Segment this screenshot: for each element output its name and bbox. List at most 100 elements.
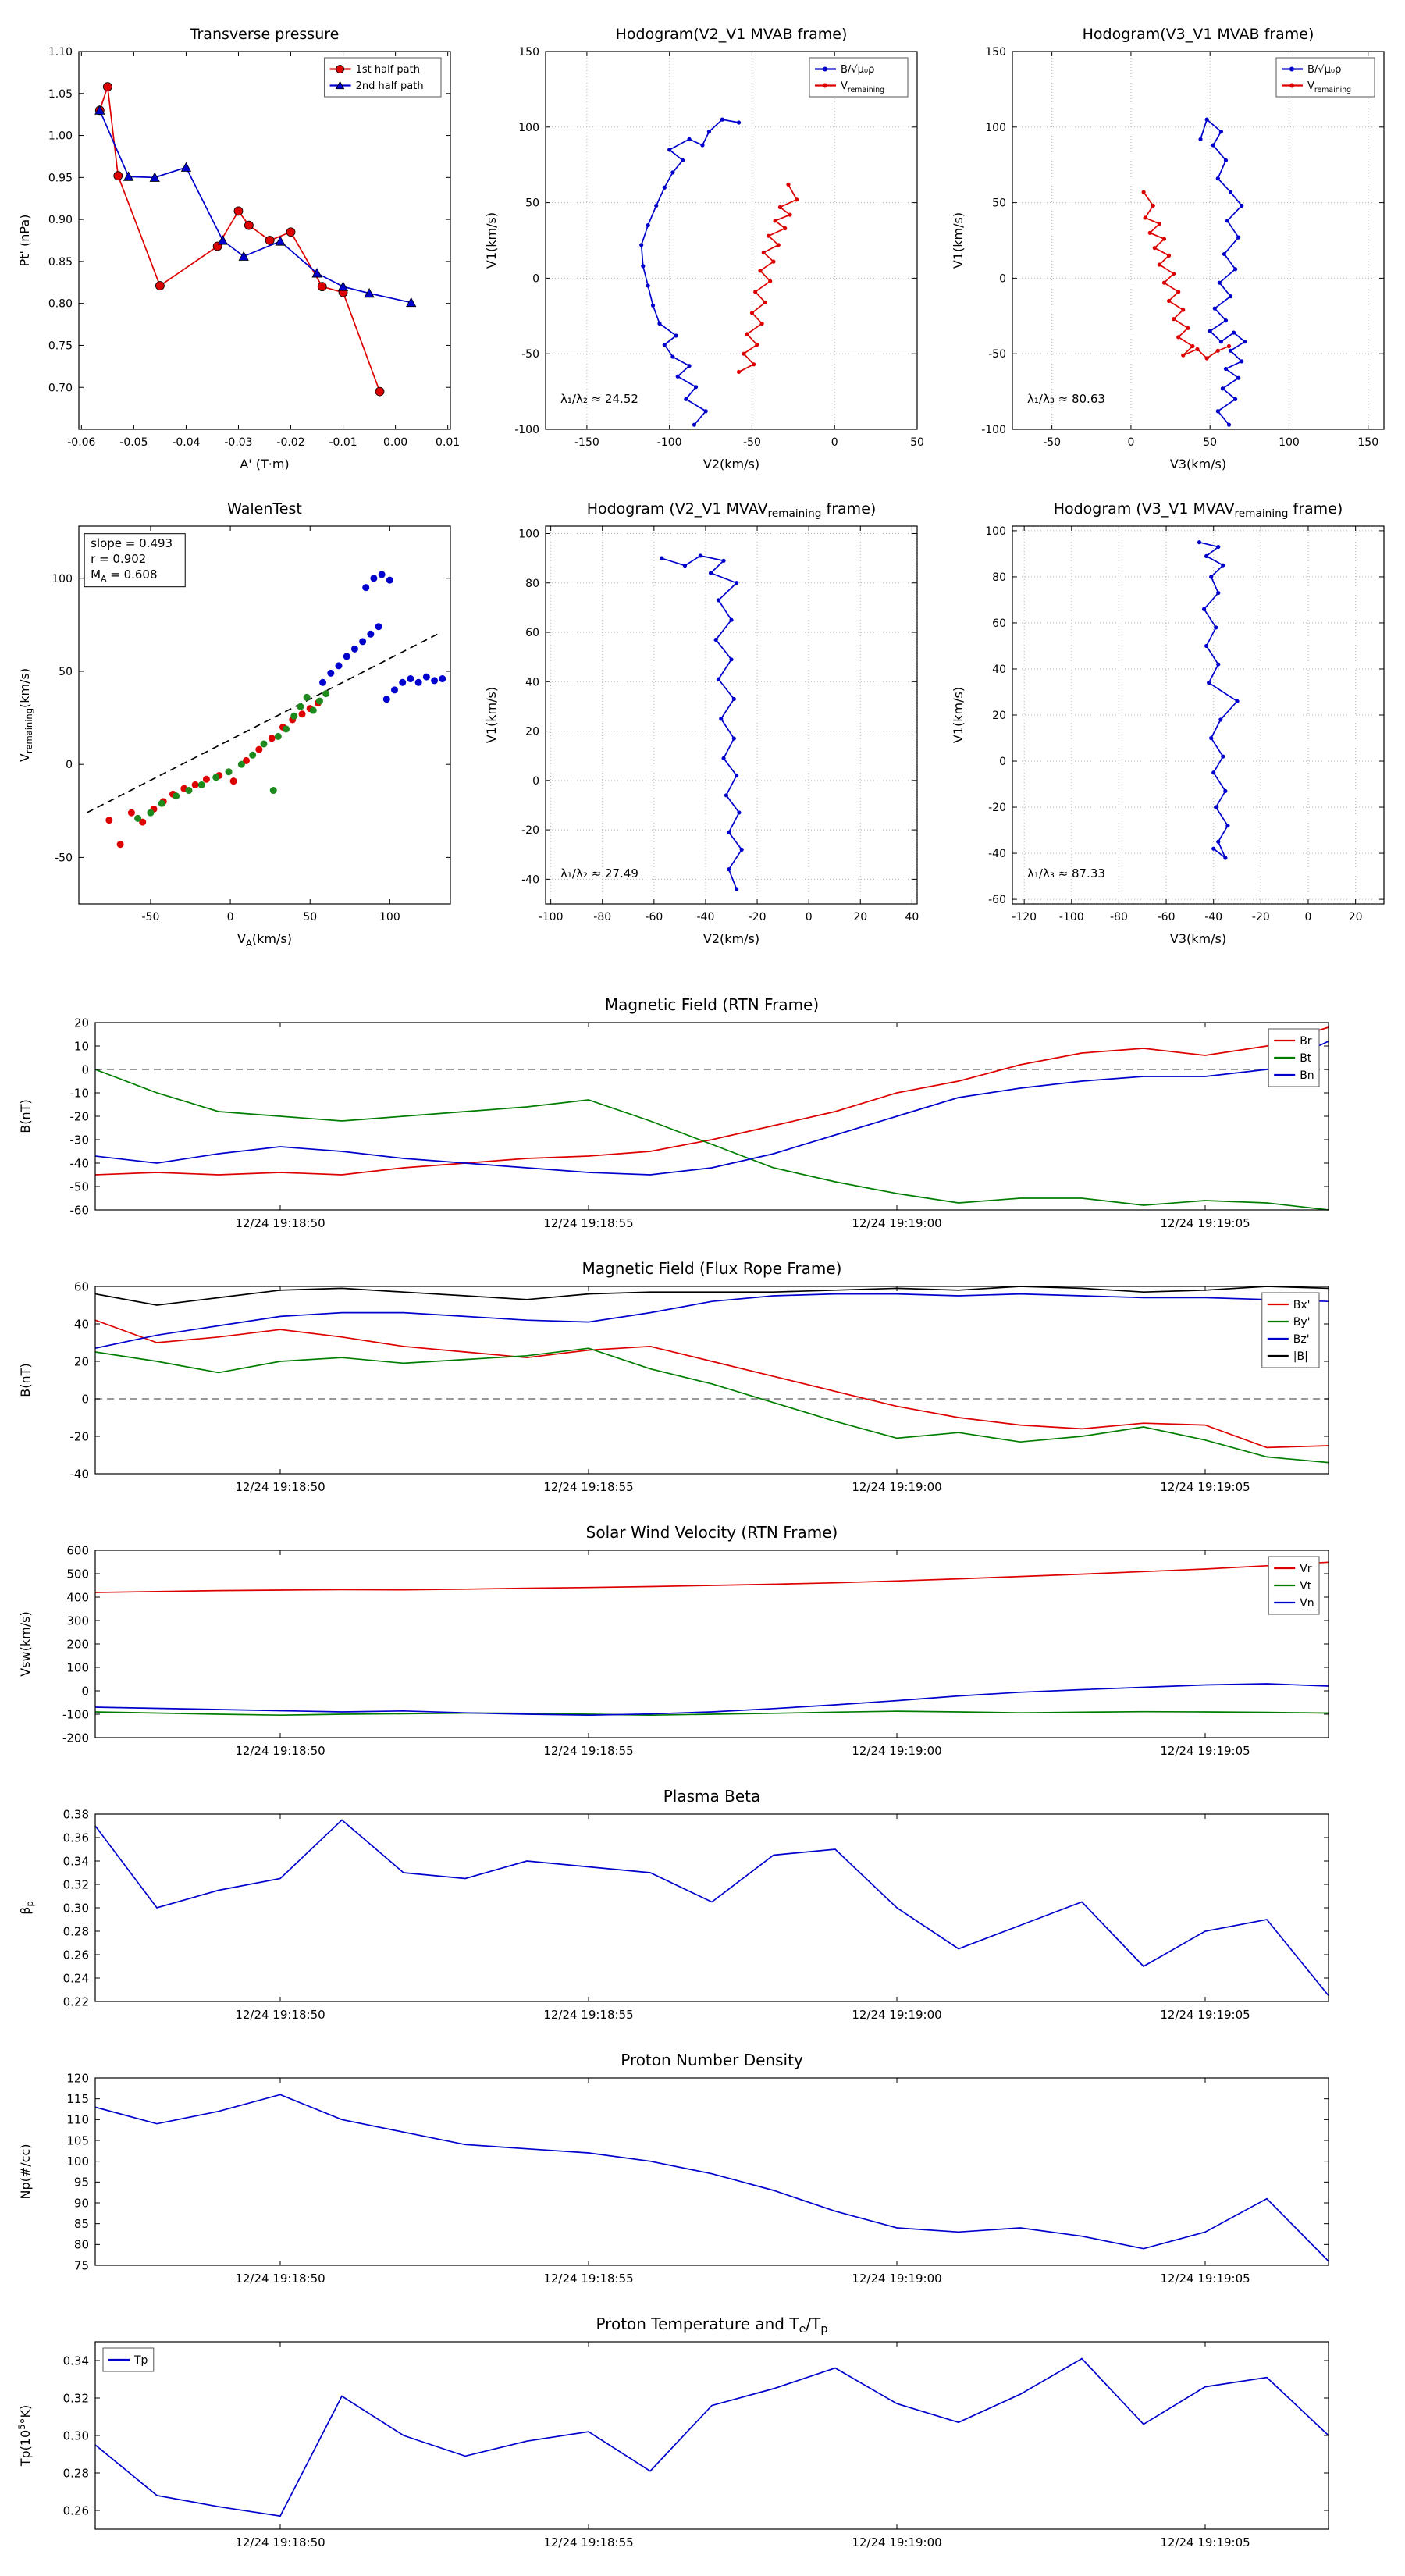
- svg-text:200: 200: [66, 1637, 89, 1651]
- svg-text:12/24 19:19:05: 12/24 19:19:05: [1160, 1216, 1250, 1230]
- svg-text:100: 100: [518, 122, 539, 134]
- svg-text:600: 600: [66, 1543, 89, 1557]
- svg-text:95: 95: [74, 2176, 89, 2190]
- svg-text:-50: -50: [743, 436, 761, 449]
- svg-text:0: 0: [831, 436, 838, 449]
- svg-text:λ₁/λ₃ ≈ 87.33: λ₁/λ₃ ≈ 87.33: [1027, 866, 1105, 881]
- svg-text:0.85: 0.85: [48, 256, 73, 269]
- svg-text:0: 0: [66, 759, 73, 771]
- svg-text:1.10: 1.10: [48, 46, 73, 59]
- svg-text:Proton Temperature and Te/Tp: Proton Temperature and Te/Tp: [596, 2314, 827, 2336]
- svg-text:12/24 19:19:05: 12/24 19:19:05: [1160, 2535, 1250, 2549]
- svg-text:-150: -150: [574, 436, 599, 449]
- svg-text:A' (T·m): A' (T·m): [240, 457, 289, 471]
- svg-text:-0.05: -0.05: [119, 436, 148, 449]
- svg-text:-50: -50: [55, 852, 73, 864]
- svg-text:-100: -100: [657, 436, 682, 449]
- analysis-row-1: -0.06 -0.05 -0.04 -0.03 -0.02 -0.01 0.00 0.01 0.…: [0, 9, 1405, 478]
- svg-text:Transverse pressure: Transverse pressure: [190, 26, 340, 43]
- svg-text:12/24 19:19:00: 12/24 19:19:00: [852, 2272, 941, 2286]
- svg-text:90: 90: [74, 2196, 89, 2210]
- svg-text:0.70: 0.70: [48, 382, 73, 394]
- svg-text:40: 40: [74, 1317, 89, 1331]
- svg-text:-100: -100: [981, 424, 1006, 436]
- svg-text:Magnetic Field (Flux Rope Fram: Magnetic Field (Flux Rope Frame): [582, 1259, 842, 1278]
- svg-text:Hodogram(V2_V1 MVAB frame): Hodogram(V2_V1 MVAB frame): [616, 26, 848, 43]
- svg-text:10: 10: [74, 1039, 89, 1053]
- svg-text:V1(km/s): V1(km/s): [484, 687, 499, 743]
- svg-text:12/24 19:18:55: 12/24 19:18:55: [543, 1480, 633, 1494]
- svg-text:0.28: 0.28: [63, 1924, 89, 1938]
- svg-text:-50: -50: [141, 911, 159, 923]
- svg-text:50: 50: [303, 911, 317, 923]
- svg-text:-50: -50: [521, 348, 539, 361]
- svg-text:Tp: Tp: [133, 2354, 148, 2367]
- svg-text:80: 80: [525, 578, 539, 590]
- svg-text:12/24 19:19:05: 12/24 19:19:05: [1160, 1744, 1250, 1758]
- svg-text:0: 0: [532, 775, 539, 788]
- svg-text:50: 50: [992, 197, 1006, 210]
- svg-text:-10: -10: [70, 1086, 90, 1100]
- svg-text:Vremaining: Vremaining: [1307, 80, 1351, 94]
- svg-text:-120: -120: [1012, 911, 1037, 923]
- svg-text:-50: -50: [70, 1179, 90, 1194]
- svg-text:100: 100: [66, 2154, 89, 2169]
- svg-text:Hodogram (V2_V1 MVAVremaining: Hodogram (V2_V1 MVAVremaining frame): [587, 500, 877, 520]
- svg-text:Vsw(km/s): Vsw(km/s): [18, 1611, 33, 1676]
- chart-proton-temperature: 12/24 19:18:50 12/24 19:18:55 12/24 19:19:…: [8, 2304, 1397, 2562]
- svg-text:-60: -60: [1158, 911, 1176, 923]
- svg-text:12/24 19:19:05: 12/24 19:19:05: [1160, 2272, 1250, 2286]
- svg-text:12/24 19:19:05: 12/24 19:19:05: [1160, 1480, 1250, 1494]
- svg-text:12/24 19:19:00: 12/24 19:19:00: [852, 1480, 941, 1494]
- svg-text:Vremaining: Vremaining: [841, 80, 884, 94]
- svg-text:0.36: 0.36: [63, 1831, 89, 1845]
- svg-text:150: 150: [518, 46, 539, 59]
- svg-text:100: 100: [985, 525, 1006, 538]
- svg-text:Plasma Beta: Plasma Beta: [663, 1787, 761, 1806]
- svg-text:0: 0: [81, 1392, 89, 1406]
- svg-text:12/24 19:19:00: 12/24 19:19:00: [852, 1216, 941, 1230]
- svg-text:-40: -40: [697, 911, 715, 923]
- svg-text:300: 300: [66, 1614, 89, 1628]
- svg-text:0.75: 0.75: [48, 340, 73, 352]
- svg-text:20: 20: [1349, 911, 1363, 923]
- svg-text:120: 120: [66, 2071, 89, 2085]
- svg-text:-100: -100: [539, 911, 564, 923]
- svg-text:100: 100: [52, 573, 73, 585]
- svg-text:Br: Br: [1300, 1035, 1312, 1048]
- svg-text:0.22: 0.22: [63, 1994, 89, 2008]
- svg-text:0: 0: [81, 1062, 89, 1076]
- svg-text:500: 500: [66, 1567, 89, 1581]
- chart-solar-wind-velocity: 12/24 19:18:50 12/24 19:18:55 12/24 19:19:…: [8, 1513, 1397, 1770]
- svg-text:0.34: 0.34: [63, 2354, 89, 2368]
- svg-text:-60: -60: [988, 894, 1006, 906]
- chart-proton-number-density: 12/24 19:18:50 12/24 19:18:55 12/24 19:19:…: [8, 2041, 1397, 2298]
- svg-text:Solar Wind Velocity (RTN Frame: Solar Wind Velocity (RTN Frame): [586, 1523, 838, 1542]
- svg-text:105: 105: [66, 2133, 89, 2147]
- svg-text:1st half path: 1st half path: [356, 64, 420, 76]
- svg-text:0.32: 0.32: [63, 1877, 89, 1891]
- svg-text:B/√μ₀ρ: B/√μ₀ρ: [1307, 64, 1341, 76]
- svg-text:|B|: |B|: [1293, 1350, 1308, 1363]
- svg-text:12/24 19:18:50: 12/24 19:18:50: [235, 1480, 325, 1494]
- svg-text:100: 100: [379, 911, 400, 923]
- svg-text:50: 50: [525, 197, 539, 210]
- svg-text:-40: -40: [70, 1467, 90, 1481]
- svg-text:80: 80: [74, 2238, 89, 2252]
- svg-text:-50: -50: [1043, 436, 1061, 449]
- svg-text:0: 0: [1305, 911, 1312, 923]
- svg-text:Np(#/cc): Np(#/cc): [18, 2144, 33, 2200]
- svg-text:0: 0: [1127, 436, 1134, 449]
- svg-text:0: 0: [81, 1684, 89, 1698]
- svg-text:-20: -20: [988, 802, 1006, 814]
- svg-text:12/24 19:18:50: 12/24 19:18:50: [235, 1744, 325, 1758]
- svg-text:60: 60: [525, 627, 539, 639]
- svg-text:-100: -100: [514, 424, 539, 436]
- svg-text:12/24 19:19:00: 12/24 19:19:00: [852, 2535, 941, 2549]
- chart-hodogram-v2-v1-mvav: -100 -80 -60 -40 -20 0 20 40 -40 -20 0 20 40 60 80 100 H…: [474, 484, 931, 952]
- chart-magnetic-field-flux-rope: 12/24 19:18:50 12/24 19:18:55 12/24 19:19:…: [8, 1249, 1397, 1507]
- analysis-row-2: -50 0 50 100 -50 0 50 100 WalenTest VA(km/s) Vrema…: [0, 484, 1405, 952]
- svg-text:150: 150: [985, 46, 1006, 59]
- svg-text:12/24 19:18:50: 12/24 19:18:50: [235, 2272, 325, 2286]
- svg-text:V2(km/s): V2(km/s): [703, 931, 759, 946]
